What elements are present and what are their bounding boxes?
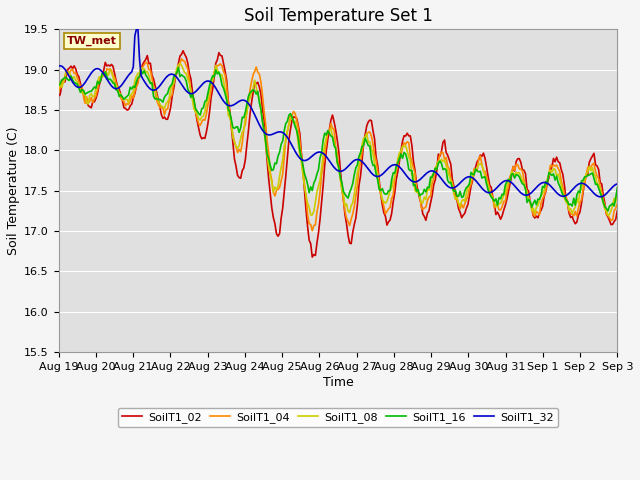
SoilT1_32 — [241, 98, 249, 104]
SoilT1_08 — [614, 189, 621, 194]
SoilT1_32 — [584, 184, 591, 190]
Title: Soil Temperature Set 1: Soil Temperature Set 1 — [243, 7, 433, 25]
SoilT1_32 — [301, 158, 308, 164]
SoilT1_16 — [301, 171, 308, 177]
Line: SoilT1_02: SoilT1_02 — [59, 51, 618, 257]
SoilT1_02 — [251, 79, 259, 84]
SoilT1_32 — [251, 112, 259, 118]
SoilT1_32 — [223, 102, 230, 108]
SoilT1_08 — [251, 77, 259, 83]
Line: SoilT1_04: SoilT1_04 — [59, 59, 618, 231]
SoilT1_04 — [178, 56, 186, 62]
SoilT1_32 — [55, 63, 63, 69]
SoilT1_16 — [55, 82, 63, 88]
SoilT1_02 — [124, 107, 131, 113]
SoilT1_08 — [55, 85, 63, 91]
SoilT1_04 — [223, 84, 230, 90]
SoilT1_16 — [124, 94, 131, 99]
Line: SoilT1_08: SoilT1_08 — [59, 63, 618, 216]
SoilT1_04 — [586, 164, 593, 170]
Line: SoilT1_32: SoilT1_32 — [59, 29, 618, 197]
SoilT1_08 — [176, 60, 184, 66]
SoilT1_02 — [241, 157, 249, 163]
SoilT1_32 — [124, 74, 131, 80]
Text: TW_met: TW_met — [67, 36, 117, 46]
SoilT1_04 — [614, 201, 621, 206]
SoilT1_16 — [604, 208, 612, 214]
SoilT1_04 — [301, 181, 308, 187]
SoilT1_04 — [308, 228, 316, 234]
SoilT1_02 — [614, 208, 621, 214]
SoilT1_08 — [241, 114, 249, 120]
SoilT1_02 — [308, 254, 316, 260]
SoilT1_32 — [132, 26, 140, 32]
SoilT1_16 — [584, 173, 591, 179]
SoilT1_16 — [175, 64, 182, 70]
SoilT1_08 — [584, 169, 591, 175]
SoilT1_02 — [301, 188, 308, 193]
SoilT1_02 — [223, 77, 230, 83]
SoilT1_32 — [596, 194, 604, 200]
Line: SoilT1_16: SoilT1_16 — [59, 67, 618, 211]
SoilT1_16 — [223, 97, 230, 103]
SoilT1_16 — [614, 185, 621, 191]
SoilT1_02 — [586, 159, 593, 165]
SoilT1_08 — [223, 93, 230, 99]
SoilT1_02 — [55, 93, 63, 99]
SoilT1_04 — [55, 89, 63, 95]
Legend: SoilT1_02, SoilT1_04, SoilT1_08, SoilT1_16, SoilT1_32: SoilT1_02, SoilT1_04, SoilT1_08, SoilT1_… — [118, 408, 558, 427]
X-axis label: Time: Time — [323, 376, 353, 389]
SoilT1_04 — [124, 101, 131, 107]
Y-axis label: Soil Temperature (C): Soil Temperature (C) — [7, 126, 20, 255]
SoilT1_02 — [179, 48, 187, 54]
SoilT1_08 — [604, 213, 612, 218]
SoilT1_08 — [124, 96, 131, 102]
SoilT1_04 — [251, 69, 259, 74]
SoilT1_08 — [301, 183, 308, 189]
SoilT1_16 — [251, 88, 259, 94]
SoilT1_04 — [241, 121, 249, 127]
SoilT1_32 — [614, 181, 621, 187]
SoilT1_16 — [241, 109, 249, 115]
